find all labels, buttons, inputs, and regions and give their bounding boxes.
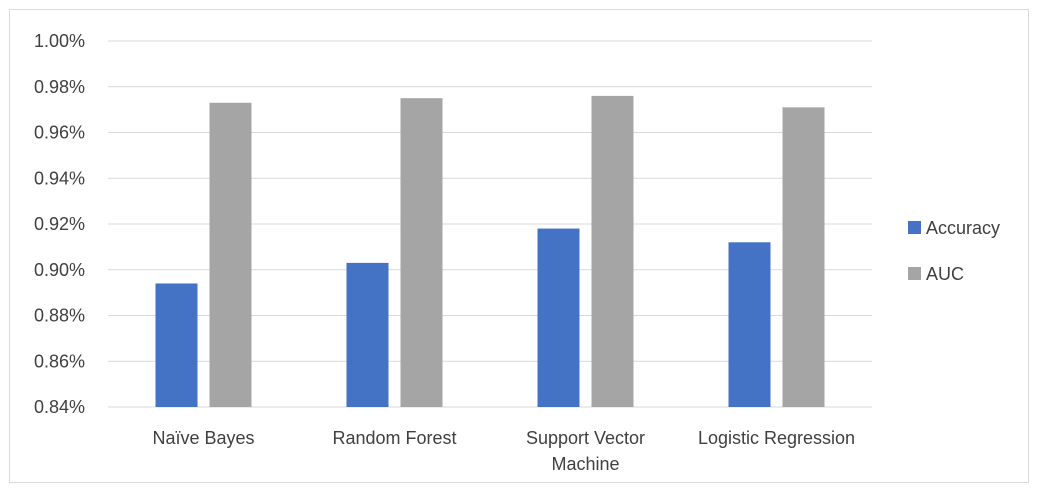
y-tick-label: 0.98% bbox=[34, 77, 85, 97]
y-tick-label: 0.92% bbox=[34, 214, 85, 234]
x-category-label: Support Vector bbox=[526, 428, 645, 448]
y-tick-label: 0.86% bbox=[34, 351, 85, 371]
bar-accuracy-3 bbox=[728, 242, 771, 407]
bar-auc-1 bbox=[400, 98, 443, 407]
legend-label-auc: AUC bbox=[926, 264, 964, 284]
y-tick-label: 1.00% bbox=[34, 31, 85, 51]
y-tick-label: 0.84% bbox=[34, 397, 85, 417]
bars bbox=[155, 95, 825, 408]
y-tick-label: 0.94% bbox=[34, 168, 85, 188]
y-axis-tick-labels: 0.84% 0.86% 0.88% 0.90% 0.92% 0.94% 0.96% 0.98%… bbox=[34, 31, 85, 417]
x-category-label: Naïve Bayes bbox=[152, 428, 254, 448]
bar-auc-3 bbox=[782, 107, 825, 408]
y-tick-label: 0.90% bbox=[34, 260, 85, 280]
bar-accuracy-0 bbox=[155, 283, 198, 407]
legend-swatch-accuracy bbox=[908, 221, 921, 234]
legend-swatch-auc bbox=[908, 267, 921, 280]
bar-accuracy-2 bbox=[537, 228, 580, 407]
x-category-label: Random Forest bbox=[332, 428, 456, 448]
legend: Accuracy AUC bbox=[908, 218, 1000, 284]
bar-auc-2 bbox=[591, 95, 634, 408]
y-tick-label: 0.96% bbox=[34, 123, 85, 143]
x-category-label: Machine bbox=[551, 454, 619, 474]
x-category-label: Logistic Regression bbox=[698, 428, 855, 448]
y-tick-label: 0.88% bbox=[34, 306, 85, 326]
bar-auc-0 bbox=[209, 102, 252, 407]
bar-accuracy-1 bbox=[346, 262, 389, 407]
legend-label-accuracy: Accuracy bbox=[926, 218, 1000, 238]
x-axis-category-labels: Naïve Bayes Random Forest Support Vector Ma… bbox=[152, 428, 855, 474]
